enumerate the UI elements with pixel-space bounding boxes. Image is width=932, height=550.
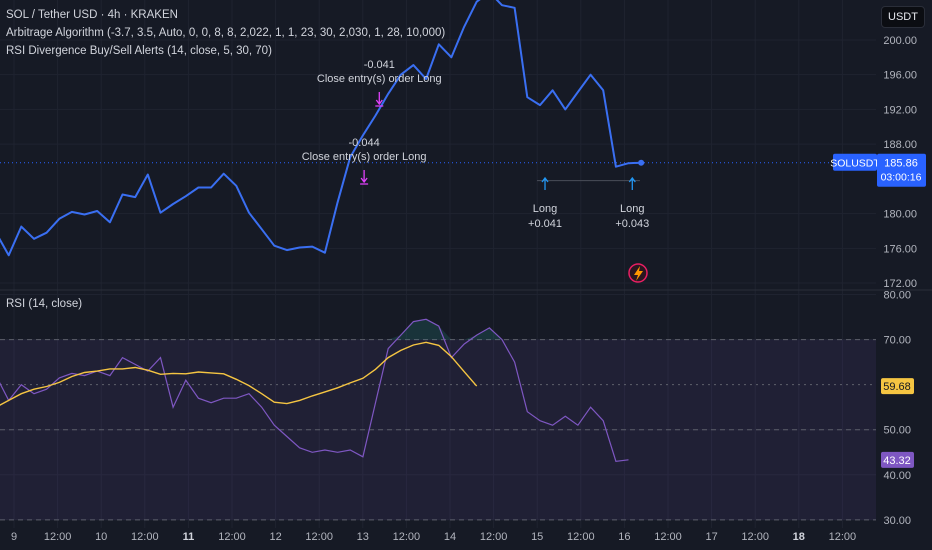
- entry-signal-value: +0.041: [528, 218, 562, 230]
- price-tick-label: 192.00: [883, 104, 917, 116]
- symbol-legend[interactable]: SOL / Tether USD · 4h · KRAKEN: [6, 9, 178, 21]
- time-tick-label: 12:00: [218, 531, 246, 543]
- time-tick-label: 11: [183, 531, 195, 543]
- exit-signal-label: Close entry(s) order Long: [302, 151, 427, 163]
- alert-icon[interactable]: [628, 263, 648, 283]
- price-tick-label: 172.00: [883, 278, 917, 290]
- price-tick-label: 188.00: [883, 139, 917, 151]
- time-tick-label: 9: [11, 531, 17, 543]
- axis-badges: SOLUSDT 185.86 03:00:16 59.68 43.32: [830, 153, 926, 468]
- price-tick-label: 176.00: [883, 243, 917, 255]
- last-price-value: 185.86: [884, 158, 918, 170]
- last-price-countdown: 03:00:16: [881, 172, 922, 184]
- rsi-overbought-fill: [388, 319, 502, 340]
- time-tick-label: 12:00: [393, 531, 421, 543]
- price-tick-label: 196.00: [883, 70, 917, 82]
- time-axis: 9 12:00 10 12:00 11 12:00 12 12:00 13 12:00 14 12:0…: [11, 531, 856, 543]
- symbol-badge-label: SOLUSDT: [830, 158, 880, 170]
- rsi-tick-label: 30.00: [883, 515, 911, 527]
- exit-signal-value: -0.041: [364, 59, 395, 71]
- entry-signal-label: Long: [533, 203, 557, 215]
- currency-button[interactable]: USDT: [881, 6, 925, 28]
- entry-arrow-icon: [628, 176, 636, 190]
- entry-signal-label: Long: [620, 203, 644, 215]
- rsi-series-line: [0, 318, 629, 462]
- time-tick-label: 12:00: [567, 531, 595, 543]
- indicator-legend-arbitrage[interactable]: Arbitrage Algorithm (-3.7, 3.5, Auto, 0,…: [6, 27, 446, 39]
- price-tick-label: 180.00: [883, 209, 917, 221]
- rsi-tick-label: 50.00: [883, 425, 911, 437]
- trade-markers: -0.041 Close entry(s) order Long -0.044 Clo…: [302, 59, 650, 230]
- price-axis: 200.00 196.00 192.00 188.00 180.00 176.00 172.…: [883, 35, 917, 290]
- rsi-overbought-oversold-band: [0, 339, 876, 520]
- time-tick-label: 16: [618, 531, 630, 543]
- time-tick-label: 12:00: [305, 531, 333, 543]
- exit-arrow-icon: [375, 92, 384, 107]
- price-series-line: [0, 0, 642, 257]
- rsi-axis: 80.00 70.00 50.00 40.00 30.00: [883, 290, 911, 527]
- price-tick-label: 200.00: [883, 35, 917, 47]
- time-tick-label: 12:00: [741, 531, 769, 543]
- time-tick-label: 18: [793, 531, 805, 543]
- time-tick-label: 13: [357, 531, 369, 543]
- time-tick-label: 17: [705, 531, 717, 543]
- rsi-tick-label: 70.00: [883, 335, 911, 347]
- exit-signal-label: Close entry(s) order Long: [317, 73, 442, 85]
- time-tick-label: 12:00: [44, 531, 72, 543]
- rsi-value: 43.32: [883, 455, 911, 467]
- time-tick-label: 12:00: [480, 531, 508, 543]
- last-price-badge: [877, 153, 926, 187]
- rsi-pane-legend[interactable]: RSI (14, close): [6, 298, 83, 310]
- time-tick-label: 14: [444, 531, 456, 543]
- time-tick-label: 15: [531, 531, 543, 543]
- rsi-ma-badge: [881, 378, 914, 395]
- time-tick-label: 12:00: [829, 531, 857, 543]
- symbol-badge: [833, 153, 877, 171]
- time-tick-label: 12: [269, 531, 281, 543]
- time-tick-label: 12:00: [131, 531, 159, 543]
- rsi-tick-label: 40.00: [883, 470, 911, 482]
- exit-arrow-icon: [360, 170, 369, 185]
- rsi-ma-value: 59.68: [883, 381, 911, 393]
- entry-arrow-icon: [541, 176, 549, 190]
- time-tick-label: 12:00: [654, 531, 682, 543]
- rsi-ma-series-line: [0, 341, 478, 406]
- rsi-reference-levels: [0, 339, 876, 521]
- entry-signal-value: +0.043: [615, 218, 649, 230]
- indicator-legend-rsi-divergence[interactable]: RSI Divergence Buy/Sell Alerts (14, clos…: [6, 45, 272, 57]
- last-price-marker: [638, 159, 645, 166]
- rsi-tick-label: 80.00: [883, 290, 911, 302]
- rsi-badge: [881, 451, 914, 468]
- exit-signal-value: -0.044: [349, 137, 380, 149]
- time-tick-label: 10: [95, 531, 107, 543]
